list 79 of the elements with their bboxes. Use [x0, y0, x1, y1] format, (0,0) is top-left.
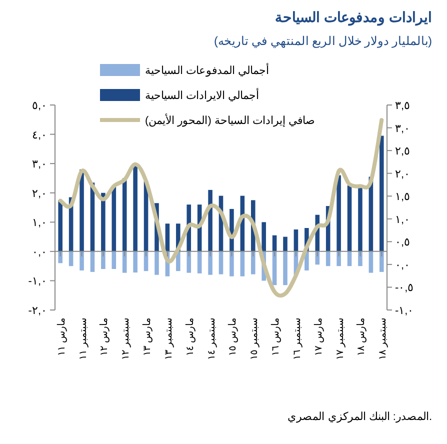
bar: [262, 222, 266, 252]
bar: [315, 251, 320, 265]
bar: [240, 251, 245, 276]
bar: [283, 251, 288, 286]
bar: [154, 251, 159, 275]
bar: [304, 251, 309, 270]
x-tick-label: مارس ١٣: [142, 318, 154, 356]
bar: [112, 251, 116, 269]
y-tick-label: ١,٠: [32, 217, 47, 230]
bar: [133, 165, 138, 252]
legend-label: صافي إيرادات السياحة (المحور الأيمن): [145, 113, 315, 127]
x-tick-label: مارس ١٤: [184, 318, 196, 356]
x-tick-label: سبتمبر ١٤: [206, 318, 218, 360]
bar: [133, 251, 138, 273]
x-tick-label: مارس ١١: [56, 318, 68, 356]
y-tick-label: ٥,٠: [32, 100, 47, 112]
bar: [208, 251, 212, 275]
y2-tick-label: ١,٥: [395, 191, 410, 204]
bar: [380, 136, 384, 252]
y2-tick-label: ٣,٠: [395, 122, 410, 135]
y2-tick-label: ١,٠: [395, 214, 410, 226]
bar: [336, 175, 341, 252]
y2-tick-label: -٠,٥: [395, 282, 414, 294]
bar: [358, 251, 362, 266]
bar: [208, 190, 212, 252]
bar: [186, 251, 192, 273]
bar: [358, 187, 362, 252]
bar: [80, 169, 84, 252]
bar: [58, 200, 62, 252]
bar: [283, 236, 288, 252]
x-tick-label: مارس ١٦: [270, 318, 282, 356]
bar: [347, 186, 352, 252]
bar: [368, 251, 374, 273]
bar: [272, 235, 277, 252]
bar: [90, 251, 95, 272]
y2-tick-label: ٠,٥: [395, 236, 410, 249]
bar: [380, 251, 384, 272]
y-tick-label: -١,٠: [28, 276, 47, 288]
legend-label: أجمالي المدفوعات السياحية: [145, 63, 270, 77]
x-tick-label: مارس ١٢: [99, 318, 110, 356]
bar: [294, 229, 298, 252]
x-tick-label: سبتمبر ١٥: [249, 318, 260, 360]
x-tick-label: مارس ١٨: [356, 318, 368, 356]
bar: [122, 251, 127, 273]
x-tick-label: سبتمبر ١٢: [120, 318, 132, 360]
bar: [230, 251, 234, 276]
chart-subtitle: (بالمليار دولار خلال الربع المنتهي في تاريخه): [214, 34, 432, 48]
chart-title: ايرادات ومدفوعات السياحة: [275, 9, 432, 26]
y2-tick-label: ٠,٠: [395, 259, 410, 272]
x-tick-label: سبتمبر ١١: [78, 318, 89, 360]
x-tick-label: سبتمبر ١٣: [163, 318, 174, 360]
bar: [165, 224, 170, 252]
x-tick-label: مارس ١٧: [313, 318, 324, 356]
y2-tick-label: ٢,٠: [395, 168, 410, 180]
text: المصدر: البنك المركزي المصري.: [288, 411, 432, 423]
y2-tick-label: -١,٠: [395, 305, 414, 317]
bar: [101, 192, 106, 252]
legend-label: أجمالي الايرادات السياحية: [145, 88, 260, 102]
y-tick-label: -٢,٠: [28, 305, 47, 317]
bar: [176, 251, 180, 272]
y-tick-label: ٤,٠: [32, 129, 47, 142]
bar: [80, 251, 84, 270]
x-tick-label: سبتمبر ١٨: [378, 318, 389, 360]
y-tick-label: ٣,٠: [32, 158, 47, 171]
bar: [336, 251, 341, 266]
x-tick-label: سبتمبر ١٦: [292, 318, 303, 360]
bar: [101, 251, 106, 269]
bar: [218, 251, 224, 274]
x-tick-label: مارس ١٥: [228, 318, 239, 356]
y-tick-label: ٢,٠: [32, 188, 47, 200]
bar: [112, 187, 116, 252]
bar: [58, 251, 62, 264]
y2-tick-label: ٢,٥: [395, 146, 410, 158]
y2-tick-label: ٣,٥: [395, 100, 410, 112]
x-tick-label: سبتمبر ١٧: [334, 318, 346, 360]
bar: [197, 251, 202, 274]
bar: [250, 251, 256, 274]
bar: [122, 178, 127, 252]
y-tick-label: ٠,٠: [32, 246, 47, 258]
